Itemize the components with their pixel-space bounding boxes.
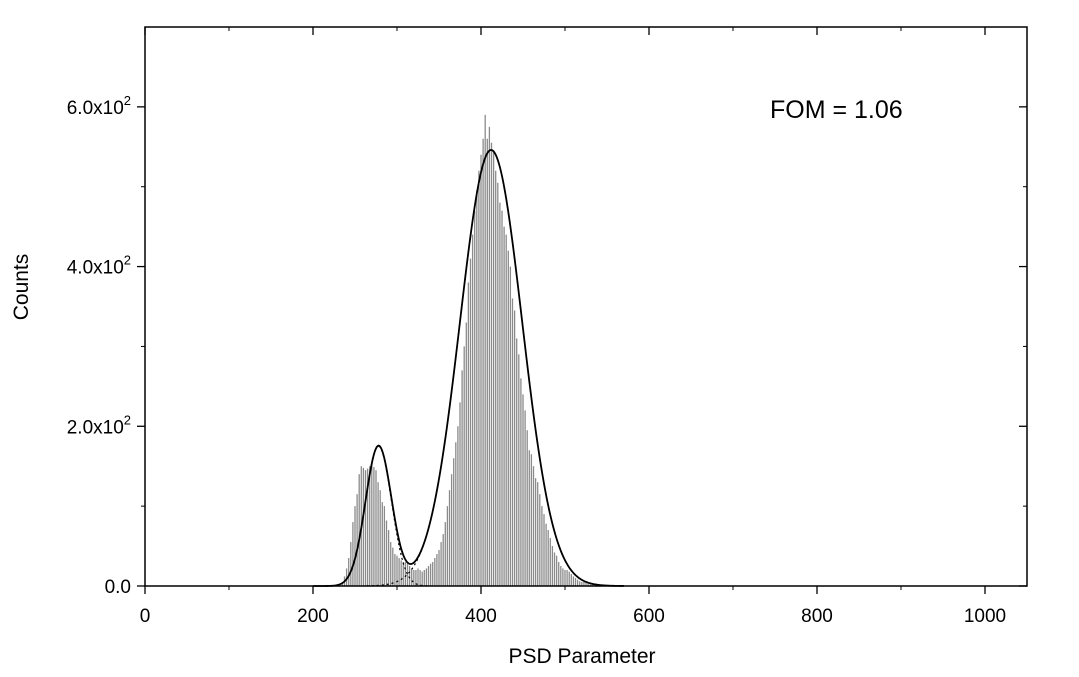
axes: 0 200 400 600 800 1000 0.0 2.0x102 4.0x102 6.0x10… [67, 26, 1028, 627]
y-tick-label: 2.0x102 [67, 412, 131, 438]
y-axis-title: Counts [10, 254, 33, 321]
plot-frame [144, 26, 1028, 587]
y-tick-label: 0.0 [105, 577, 131, 598]
x-tick-label: 400 [465, 606, 497, 627]
gaussian-fits [313, 149, 624, 587]
x-tick-label: 800 [801, 606, 833, 627]
x-tick-label: 600 [633, 606, 665, 627]
x-tick-label: 0 [140, 606, 151, 627]
histogram-bars [341, 114, 625, 586]
y-tick-label: 4.0x102 [67, 253, 131, 279]
gaussian-total-fit-curve [313, 149, 624, 587]
x-axis-title: PSD Parameter [508, 645, 655, 668]
x-tick-label: 200 [297, 606, 329, 627]
fom-annotation: FOM = 1.06 [770, 96, 903, 124]
y-tick-label: 6.0x102 [67, 93, 131, 119]
x-tick-label: 1000 [964, 606, 1006, 627]
